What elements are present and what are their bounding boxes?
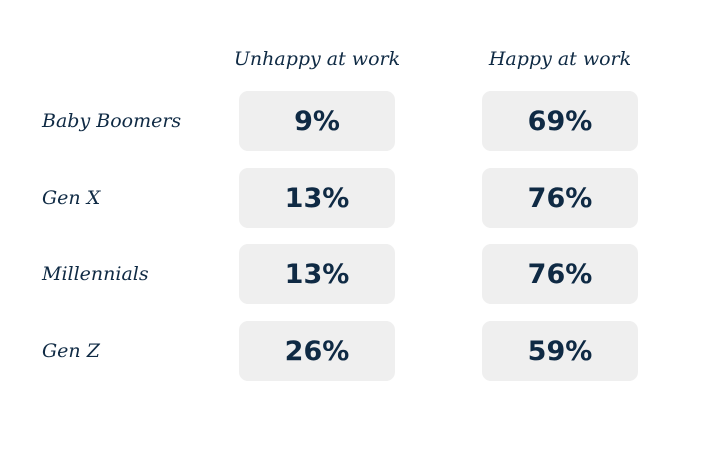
row-label-baby-boomers: Baby Boomers	[42, 110, 182, 132]
value-cell-gen-z-unhappy: 26%	[239, 321, 395, 381]
value-cell-gen-z-happy: 59%	[482, 321, 638, 381]
value-cell-millennials-unhappy: 13%	[239, 244, 395, 304]
value-cell-baby-boomers-happy: 69%	[482, 91, 638, 151]
column-header-happy: Happy at work	[488, 48, 632, 70]
row-label-gen-z: Gen Z	[42, 340, 100, 362]
row-label-gen-x: Gen X	[42, 187, 101, 209]
row-label-millennials: Millennials	[42, 263, 149, 285]
value-cell-gen-x-happy: 76%	[482, 168, 638, 228]
value-cell-gen-x-unhappy: 13%	[239, 168, 395, 228]
column-header-unhappy: Unhappy at work	[233, 48, 401, 70]
value-cell-millennials-happy: 76%	[482, 244, 638, 304]
value-cell-baby-boomers-unhappy: 9%	[239, 91, 395, 151]
